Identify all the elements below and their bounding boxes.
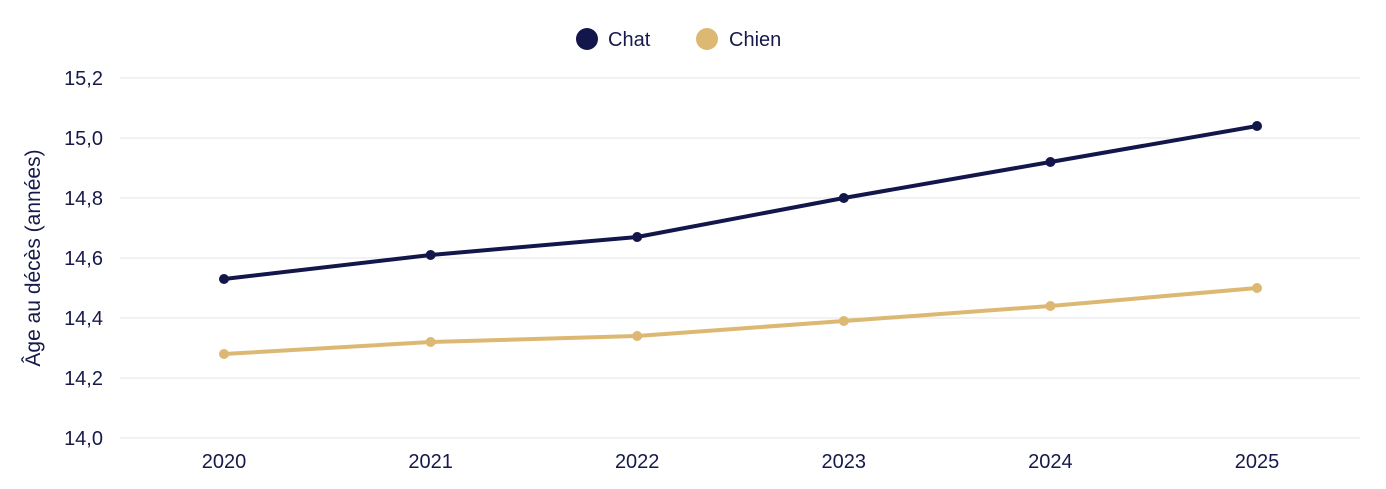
legend: Chat Chien [576,28,781,51]
series-line-chien [222,286,1259,356]
series-line-chat [222,124,1259,281]
y-tick-label: 15,2 [64,68,103,90]
data-point-chat[interactable] [425,250,436,260]
x-tick-label: 2025 [1235,451,1280,473]
data-point-chat[interactable] [838,193,849,203]
data-point-chien[interactable] [632,331,643,341]
y-tick-label: 15,0 [64,128,103,150]
legend-item-chien[interactable]: Chien [696,28,781,51]
x-tick-label: 2022 [615,451,660,473]
y-tick-label: 14,8 [64,188,103,210]
data-point-chat[interactable] [632,232,643,242]
legend-label-chien: Chien [729,29,781,51]
legend-label-chat: Chat [608,29,651,51]
series-lines [222,124,1259,356]
x-tick-label: 2021 [408,451,453,473]
y-tick-label: 14,6 [64,248,103,270]
y-tick-label: 14,0 [64,428,103,450]
x-tick-label: 2023 [822,451,867,473]
data-point-chat[interactable] [219,274,229,284]
data-point-chien[interactable] [1252,283,1262,293]
data-point-chien[interactable] [425,337,436,347]
y-axis-title: Âge au décès (années) [22,149,45,366]
legend-marker-chien [696,28,718,50]
legend-marker-chat [576,28,598,50]
x-tick-label: 2024 [1028,451,1073,473]
data-point-chat[interactable] [1252,121,1262,131]
x-axis-ticks: 2020 2021 2022 2023 2024 2025 [202,451,1280,473]
data-point-chien[interactable] [838,316,849,326]
legend-item-chat[interactable]: Chat [576,28,651,51]
y-tick-label: 14,4 [64,308,103,330]
gridlines [120,77,1360,439]
series-points [219,121,1262,359]
data-point-chien[interactable] [219,349,229,359]
data-point-chien[interactable] [1045,301,1056,311]
data-point-chat[interactable] [1045,157,1056,167]
x-tick-label: 2020 [202,451,247,473]
y-axis-ticks: 14,0 14,2 14,4 14,6 14,8 15,0 15,2 [64,68,103,450]
y-tick-label: 14,2 [64,368,103,390]
